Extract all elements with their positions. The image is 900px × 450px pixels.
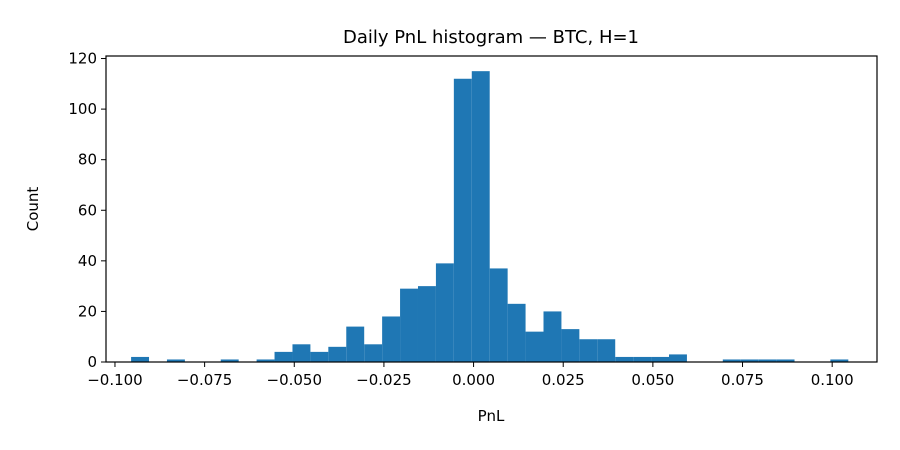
histogram-bar: [776, 359, 795, 362]
x-tick-label: −0.100: [87, 371, 143, 389]
histogram-bar: [615, 356, 634, 362]
histogram-bar: [364, 344, 383, 362]
histogram-bar: [400, 288, 418, 362]
x-tick-label: 0.050: [631, 371, 674, 389]
histogram-bar: [256, 359, 275, 362]
chart-title: Daily PnL histogram — BTC, H=1: [343, 27, 639, 48]
y-tick-label: 120: [68, 50, 97, 68]
histogram-bar: [507, 303, 526, 362]
histogram-bar: [579, 339, 598, 362]
x-tick-label: 0.000: [452, 371, 495, 389]
histogram-bar: [669, 354, 687, 362]
histogram-bar: [633, 356, 652, 362]
histogram-bar: [417, 286, 436, 362]
histogram-bar: [489, 268, 508, 362]
histogram-bar: [597, 339, 616, 362]
histogram-bar: [471, 71, 490, 363]
histogram-bar: [274, 351, 293, 362]
histogram-bar: [435, 263, 454, 362]
histogram-bar: [292, 344, 311, 362]
histogram-bars: [131, 71, 849, 363]
histogram-bar: [453, 78, 472, 362]
histogram-bar: [722, 359, 741, 362]
y-axis-ticks: 0 20 40 60 80 100 120: [68, 50, 106, 371]
histogram-bar: [561, 329, 580, 362]
histogram-bar: [346, 326, 365, 362]
histogram-bar: [382, 316, 401, 362]
histogram-bar: [328, 346, 347, 362]
histogram-bar: [310, 351, 329, 362]
plot-frame: [105, 55, 878, 363]
x-tick-label: 0.025: [542, 371, 585, 389]
histogram-bar: [740, 359, 759, 362]
y-tick-label: 40: [78, 252, 97, 270]
x-tick-label: 0.100: [811, 371, 854, 389]
histogram-bar: [131, 356, 150, 362]
y-tick-label: 60: [78, 201, 97, 219]
y-tick-label: 0: [87, 353, 97, 371]
x-tick-label: −0.025: [356, 371, 412, 389]
histogram-bar: [525, 331, 544, 362]
x-axis-ticks: −0.100 −0.075 −0.050 −0.025 0.000 0.025 0.050 0…: [87, 362, 854, 389]
histogram-bar: [651, 356, 670, 362]
histogram-bar: [830, 359, 849, 362]
x-tick-label: −0.050: [267, 371, 323, 389]
x-tick-label: 0.075: [721, 371, 764, 389]
histogram-bar: [543, 311, 562, 362]
histogram-bar: [166, 359, 185, 362]
histogram-bar: [220, 359, 239, 362]
x-tick-label: −0.075: [177, 371, 233, 389]
y-axis-title: Count: [24, 187, 42, 232]
y-tick-label: 80: [78, 151, 97, 169]
x-axis-title: PnL: [478, 407, 505, 425]
y-tick-label: 20: [78, 302, 97, 320]
histogram-bar: [758, 359, 777, 362]
y-tick-label: 100: [68, 100, 97, 118]
